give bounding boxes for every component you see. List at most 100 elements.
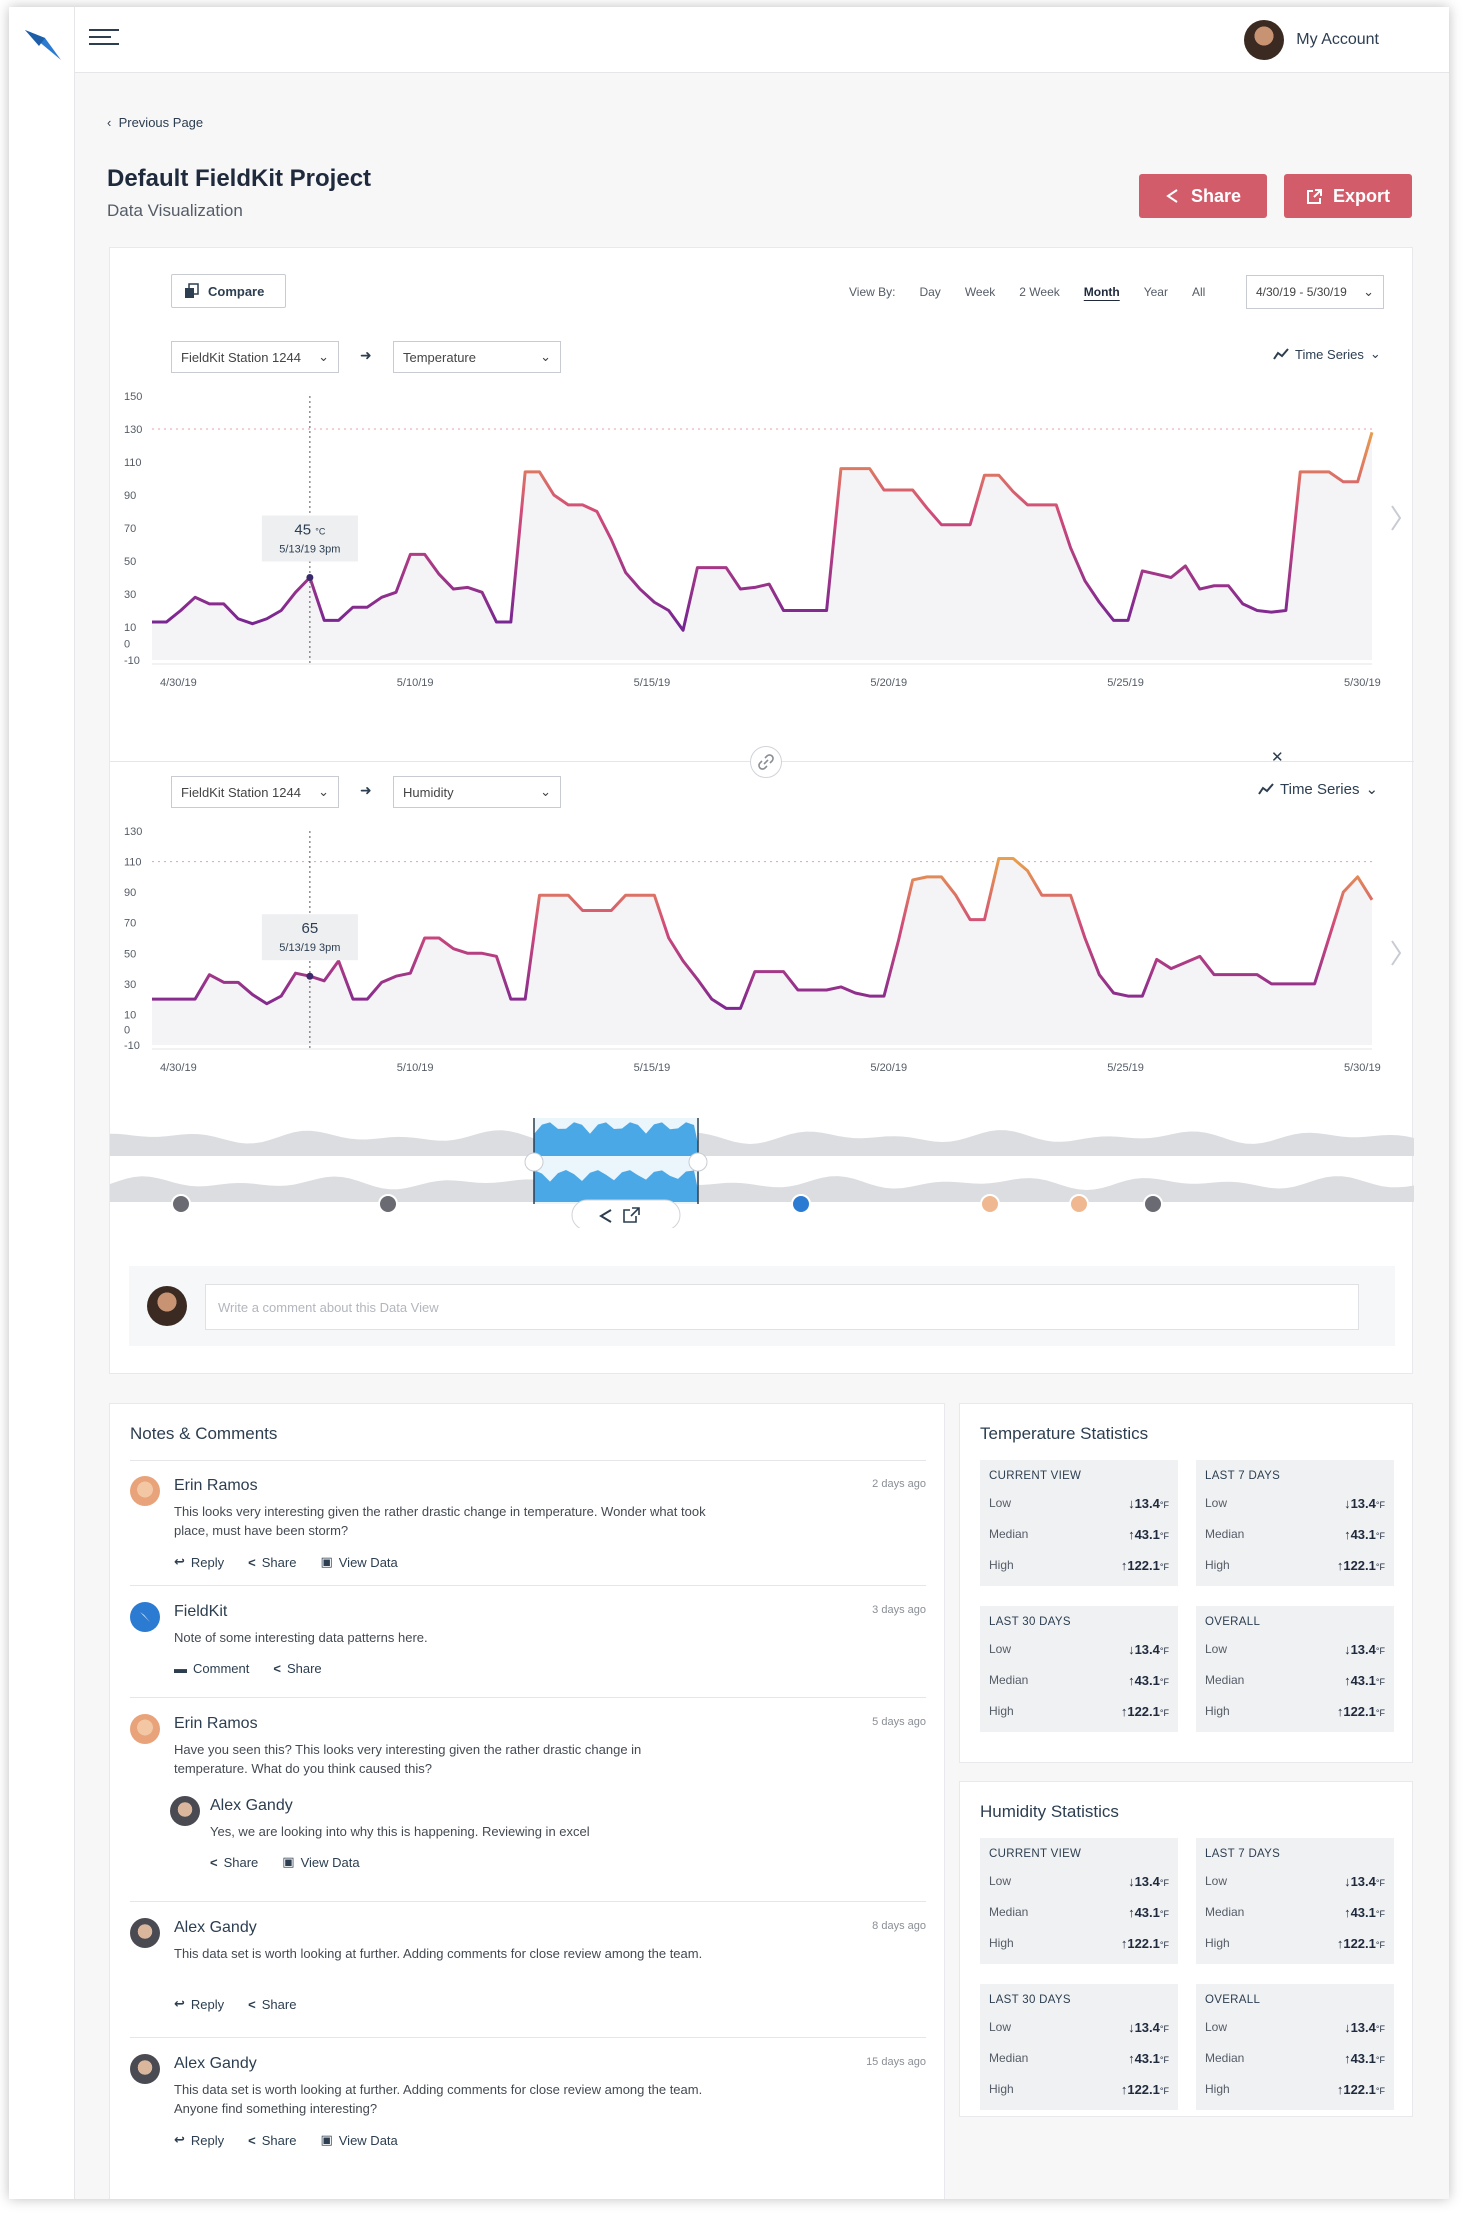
stat-label: Low bbox=[1205, 1874, 1228, 1888]
brush-wave-bottom bbox=[534, 1170, 698, 1202]
stat-unit: °F bbox=[1375, 2024, 1385, 2034]
compare-button[interactable]: Compare bbox=[171, 274, 286, 308]
brush-right-handle[interactable] bbox=[688, 1152, 708, 1172]
export-icon[interactable] bbox=[623, 1207, 640, 1223]
share-button[interactable]: Share bbox=[1139, 174, 1267, 218]
stat-unit: °F bbox=[1375, 1940, 1385, 1950]
compare-icon bbox=[185, 283, 199, 298]
share-button[interactable]: < Share bbox=[248, 2132, 296, 2148]
account-menu[interactable]: My Account bbox=[1244, 20, 1379, 60]
brush-left-handle[interactable] bbox=[524, 1152, 544, 1172]
comment-icon: ▬ bbox=[174, 1661, 187, 1676]
view-week[interactable]: Week bbox=[964, 285, 996, 299]
stat-label: Median bbox=[989, 1905, 1029, 1919]
y-tick-label: 10 bbox=[124, 622, 136, 634]
y-tick-label: 130 bbox=[124, 424, 142, 436]
action-label: Share bbox=[261, 1996, 297, 2012]
y-tick-label: 30 bbox=[124, 589, 136, 601]
export-button[interactable]: Export bbox=[1284, 174, 1412, 218]
chevron-down-icon: ⌄ bbox=[318, 349, 329, 364]
date-range-select[interactable]: 4/30/19 - 5/30/19 ⌄ bbox=[1246, 275, 1384, 309]
series-line[interactable] bbox=[152, 857, 1374, 1010]
menu-icon[interactable] bbox=[89, 29, 119, 50]
previous-page-link[interactable]: ‹ Previous Page bbox=[107, 115, 203, 130]
sensor-select-2[interactable]: Humidity ⌄ bbox=[393, 776, 561, 808]
station-select-1[interactable]: FieldKit Station 1244 ⌄ bbox=[171, 341, 339, 373]
stat-row-median: Median ↑43.1°F bbox=[989, 1527, 1169, 1558]
close-chart-icon[interactable]: ✕ bbox=[1271, 749, 1284, 766]
stat-row-low: Low ↓13.4°F bbox=[989, 2020, 1169, 2051]
comment-marker-avatar[interactable] bbox=[1069, 1194, 1089, 1214]
view-data-button[interactable]: ▣ View Data bbox=[320, 2132, 397, 2148]
comment-button[interactable]: ▬ Comment bbox=[174, 1661, 249, 1676]
stat-row-low: Low ↓13.4°F bbox=[989, 1496, 1169, 1527]
time-series-toggle-1[interactable]: Time Series ⌄ bbox=[1273, 346, 1381, 362]
view-data-button[interactable]: ▣ View Data bbox=[282, 1854, 359, 1870]
view-day[interactable]: Day bbox=[919, 285, 941, 299]
timeline-brush[interactable] bbox=[110, 1118, 1414, 1228]
stat-box-label: LAST 30 DAYS bbox=[989, 1616, 1071, 1628]
action-label: View Data bbox=[338, 2132, 398, 2148]
stat-value: ↓13.4°F bbox=[1344, 2020, 1385, 2035]
time-series-toggle-2[interactable]: Time Series ⌄ bbox=[1258, 780, 1378, 798]
sensor-select-1[interactable]: Temperature ⌄ bbox=[393, 341, 561, 373]
note-text: This data set is worth looking at furthe… bbox=[174, 2082, 703, 2116]
stat-row-low: Low ↓13.4°F bbox=[1205, 1874, 1385, 1905]
x-tick-label: 4/30/19 bbox=[160, 1062, 197, 1074]
comment-marker-avatar[interactable] bbox=[378, 1194, 398, 1214]
station-select-2[interactable]: FieldKit Station 1244 ⌄ bbox=[171, 776, 339, 808]
reply-button[interactable]: ↩ Reply bbox=[174, 1554, 224, 1570]
x-tick-label: 5/25/19 bbox=[1107, 1062, 1144, 1074]
share-icon[interactable] bbox=[599, 1209, 612, 1223]
link-charts-button[interactable] bbox=[750, 746, 782, 778]
humidity-chart[interactable]: 130 110 90 70 50 30 10 0 -10 4/30/19 5/10/19 5/15/1… bbox=[110, 813, 1414, 1093]
stat-row-high: High ↑122.1°F bbox=[1205, 1704, 1385, 1735]
stat-label: Low bbox=[989, 1642, 1012, 1656]
temperature-chart[interactable]: 150 130 110 90 70 50 30 10 0 -10 4/30/19 5/10/19 5/1… bbox=[110, 378, 1414, 708]
comment-marker-avatar[interactable] bbox=[171, 1194, 191, 1214]
stat-label: Low bbox=[1205, 2020, 1228, 2034]
view-all[interactable]: All bbox=[1191, 285, 1206, 299]
share-button[interactable]: < Share bbox=[248, 1996, 296, 2012]
chevron-right-icon[interactable] bbox=[1391, 940, 1402, 966]
comment-marker-avatar[interactable] bbox=[980, 1194, 1000, 1214]
tooltip-value: 65 bbox=[302, 920, 319, 937]
y-tick-label: 70 bbox=[124, 523, 136, 535]
view-year[interactable]: Year bbox=[1143, 285, 1168, 299]
view-month[interactable]: Month bbox=[1083, 285, 1120, 299]
share-icon: < bbox=[248, 1996, 256, 2012]
fieldkit-logo-icon[interactable] bbox=[23, 24, 63, 69]
series-line[interactable] bbox=[152, 431, 1374, 632]
stat-label: High bbox=[989, 2082, 1014, 2096]
reply-icon: ↩ bbox=[174, 1554, 185, 1569]
stat-box: LAST 7 DAYS Low ↓13.4°F Median ↑43.1°F High ↑1… bbox=[1196, 1838, 1394, 1964]
sensor-value: Humidity bbox=[403, 784, 454, 800]
y-tick-label: 0 bbox=[124, 639, 130, 651]
divider bbox=[130, 2037, 926, 2038]
note-time: 5 days ago bbox=[872, 1716, 926, 1728]
comment-input[interactable]: Write a comment about this Data View bbox=[205, 1284, 1359, 1330]
reply-button[interactable]: ↩ Reply bbox=[174, 1996, 224, 2012]
share-button[interactable]: < Share bbox=[273, 1661, 321, 1676]
share-button[interactable]: < Share bbox=[210, 1854, 258, 1870]
stat-value: ↑43.1°F bbox=[1128, 1905, 1169, 1920]
reply-text: Yes, we are looking into why this is hap… bbox=[210, 1824, 590, 1839]
chevron-right-icon[interactable] bbox=[1391, 505, 1402, 531]
share-button[interactable]: < Share bbox=[248, 1554, 296, 1570]
stat-unit: °F bbox=[1375, 1531, 1385, 1541]
note-author: Alex Gandy bbox=[174, 1919, 257, 1936]
tooltip-unit: °C bbox=[315, 527, 326, 537]
comment-marker-avatar[interactable] bbox=[1143, 1194, 1163, 1214]
stat-value: ↑43.1°F bbox=[1344, 2051, 1385, 2066]
stat-label: Low bbox=[989, 2020, 1012, 2034]
stats-card: Humidity Statistics CURRENT VIEW Low ↓13.4°… bbox=[959, 1781, 1413, 2117]
view-2week[interactable]: 2 Week bbox=[1019, 285, 1060, 299]
stat-value: ↑122.1°F bbox=[1336, 1704, 1385, 1719]
view-data-button[interactable]: ▣ View Data bbox=[320, 1554, 397, 1570]
note-item: FieldKit 3 days ago Note of some interesti… bbox=[130, 1586, 926, 1698]
stat-unit: °F bbox=[1375, 2086, 1385, 2096]
reply-button[interactable]: ↩ Reply bbox=[174, 2132, 224, 2148]
stat-row-high: High ↑122.1°F bbox=[989, 1558, 1169, 1589]
y-tick-label: 70 bbox=[124, 918, 136, 930]
fieldkit-marker-icon[interactable] bbox=[791, 1194, 811, 1214]
